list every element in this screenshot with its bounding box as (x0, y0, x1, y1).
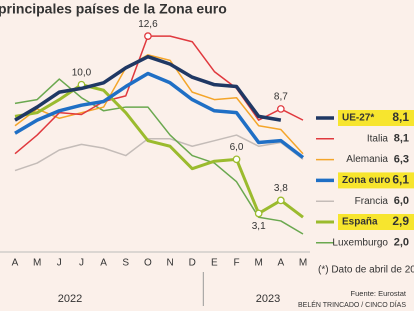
point-marker (254, 209, 263, 218)
data-label: 8,7 (274, 92, 288, 103)
x-tick-label: M (33, 258, 41, 269)
legend-value: 6,3 (394, 154, 409, 166)
x-tick-label: M (255, 258, 263, 269)
data-label: 12,6 (138, 19, 158, 30)
series-line (14, 83, 304, 219)
data-label: 3,8 (274, 183, 288, 194)
legend-value: 2,0 (394, 237, 409, 249)
year-label: 2022 (58, 293, 82, 305)
series-line (14, 54, 304, 155)
x-tick-label: M (299, 258, 307, 269)
x-tick-label: J (57, 258, 62, 269)
note: (*) Dato de abril de 2023 (318, 265, 414, 276)
legend-value: 8,1 (392, 110, 409, 124)
legend-highlight (338, 172, 414, 189)
series-line (14, 35, 304, 155)
point-marker (276, 105, 285, 113)
x-tick-label: S (122, 258, 129, 269)
legend-value: 8,1 (394, 133, 409, 145)
legend-label: Luxemburgo (332, 237, 388, 248)
credit: BELÉN TRINCADO / CINCO DÍAS (298, 300, 406, 309)
legend-highlight (338, 110, 414, 126)
legend-label: Alemania (346, 154, 388, 165)
point-marker (276, 196, 285, 205)
legend-label: Italia (367, 133, 389, 144)
year-label: 2023 (256, 293, 280, 305)
legend-label: Zona euro (342, 175, 390, 186)
chart-title: principales países de la Zona euro (0, 1, 227, 17)
series-line (14, 54, 282, 122)
point-marker (144, 32, 152, 40)
legend-value: 6,0 (394, 195, 409, 207)
series-line (14, 71, 305, 159)
x-tick-label: A (278, 258, 285, 269)
legend-label: España (342, 217, 378, 228)
data-label: 10,0 (72, 67, 92, 78)
x-tick-label: J (79, 258, 84, 269)
legend-value: 6,1 (392, 173, 409, 187)
source: Fuente: Eurostat (351, 289, 407, 298)
x-tick-label: N (166, 258, 173, 269)
legend-label: UE-27* (342, 113, 374, 124)
series-line (14, 134, 304, 172)
data-label: 6,0 (230, 142, 244, 153)
point-marker (232, 155, 241, 164)
x-tick-label: E (211, 258, 218, 269)
x-tick-label: O (144, 258, 152, 269)
data-label: 3,1 (252, 221, 266, 232)
series-line (14, 78, 304, 235)
legend-highlight (338, 214, 414, 230)
x-tick-label: A (12, 258, 19, 269)
x-tick-label: A (100, 258, 107, 269)
legend-label: Francia (355, 196, 389, 207)
legend-value: 2,9 (392, 214, 409, 228)
x-tick-label: F (233, 258, 239, 269)
x-tick-label: D (189, 258, 196, 269)
